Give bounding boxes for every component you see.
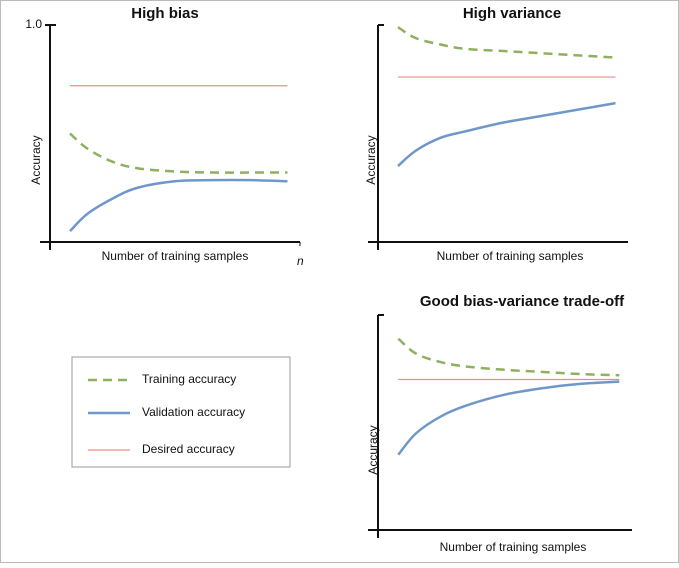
chart-title: High bias [131,5,199,22]
chart-title: Good bias-variance trade-off [420,293,625,310]
y-axis-label: Accuracy [366,425,380,474]
series-line [397,101,616,167]
y-tick-label: 1.0 [25,17,42,31]
legend-label: Training accuracy [142,372,236,386]
series-line [69,178,288,233]
x-axis-label: Number of training samples [102,249,249,263]
y-axis-label: Accuracy [29,135,43,184]
legend-label: Desired accuracy [142,442,235,456]
series-line [69,132,288,174]
x-axis-label: Number of training samples [440,540,587,554]
legend-label: Validation accuracy [142,405,245,419]
y-axis-label: Accuracy [364,135,378,184]
chart-title: High variance [463,5,561,22]
series-line [397,26,616,59]
x-tick-label: n [297,254,304,268]
series-line [397,337,620,377]
series-line [397,380,620,456]
x-axis-label: Number of training samples [437,249,584,263]
